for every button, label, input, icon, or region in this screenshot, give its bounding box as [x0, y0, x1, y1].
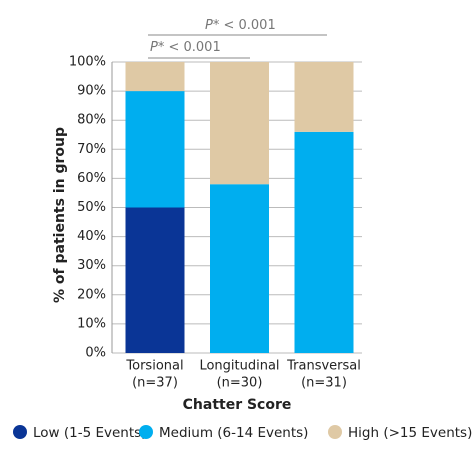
- bar-segment: [125, 207, 185, 353]
- x-tick-label: Transversal: [286, 359, 361, 374]
- bar-segment: [125, 62, 185, 92]
- y-tick-label: 10%: [77, 316, 106, 331]
- x-tick-label: (n=37): [132, 376, 178, 391]
- x-axis-title: Chatter Score: [183, 397, 292, 413]
- y-tick-label: 80%: [77, 113, 106, 128]
- bar-segment: [294, 62, 354, 132]
- y-tick-label: 30%: [77, 258, 106, 273]
- significance-text: < 0.001: [219, 18, 275, 33]
- significance-prefix: P*: [150, 40, 165, 55]
- y-tick-label: 60%: [77, 171, 106, 186]
- legend-swatch: [139, 425, 153, 439]
- y-tick-label: 20%: [77, 287, 106, 302]
- y-axis-title: % of patients in group: [52, 127, 68, 303]
- legend-label: Low (1-5 Events): [33, 425, 146, 441]
- y-tick-label: 70%: [77, 142, 106, 157]
- y-tick-label: 100%: [69, 55, 106, 70]
- significance-prefix: P*: [205, 18, 220, 33]
- bar-segment: [210, 62, 269, 185]
- y-tick-label: 50%: [77, 200, 106, 215]
- y-tick-label: 0%: [85, 346, 106, 361]
- legend-label: Medium (6-14 Events): [159, 425, 308, 441]
- x-tick-label: Longitudinal: [199, 359, 279, 374]
- bar-segment: [210, 184, 269, 353]
- y-tick-label: 90%: [77, 84, 106, 99]
- x-tick-label: (n=30): [217, 376, 263, 391]
- legend-swatch: [328, 425, 342, 439]
- bar-segment: [294, 131, 354, 353]
- significance-text: < 0.001: [164, 40, 220, 55]
- significance-label: P* < 0.001: [150, 40, 221, 55]
- y-tick-label: 40%: [77, 229, 106, 244]
- legend-label: High (>15 Events): [348, 425, 472, 441]
- bar-segment: [125, 91, 185, 208]
- significance-label: P* < 0.001: [205, 18, 276, 33]
- x-tick-label: Torsional: [125, 359, 183, 374]
- x-tick-label: (n=31): [301, 376, 347, 391]
- legend-swatch: [13, 425, 27, 439]
